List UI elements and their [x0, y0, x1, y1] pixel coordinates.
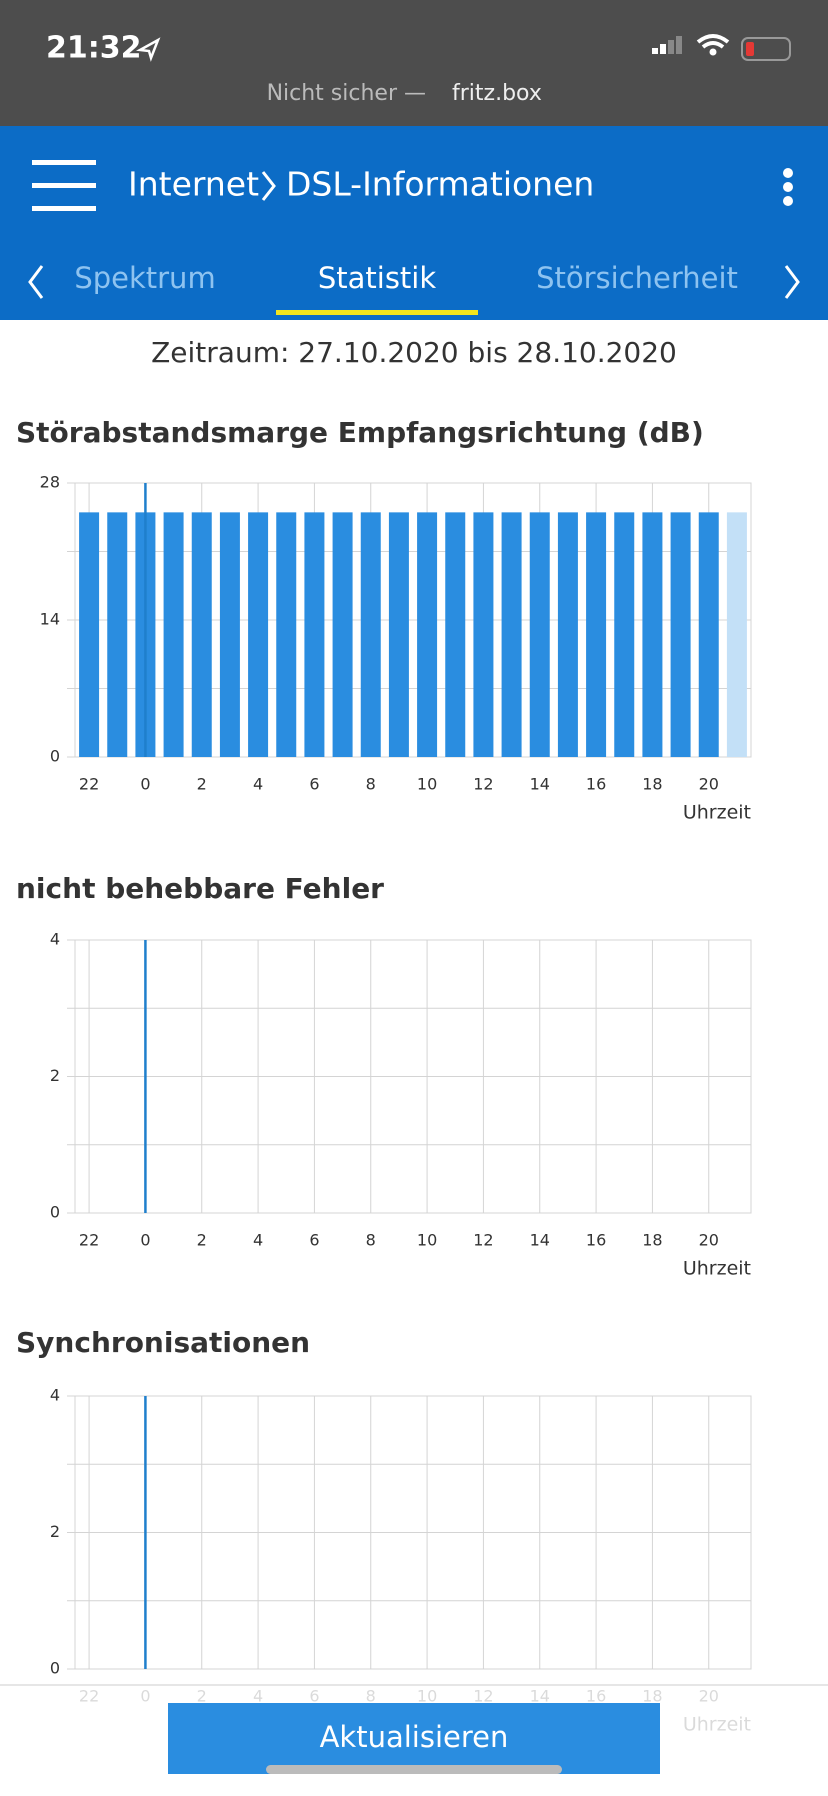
bar [79, 512, 100, 757]
bar [614, 512, 635, 757]
bar [163, 512, 184, 757]
url: fritz.box [452, 81, 542, 106]
refresh-button-label[interactable]: Aktualisieren [320, 1720, 509, 1754]
x-tick-label: 8 [366, 775, 376, 794]
x-tick-label: 22 [79, 775, 99, 794]
x-tick-label: 4 [253, 775, 263, 794]
bar [191, 512, 212, 757]
x-tick-label: 0 [140, 1231, 150, 1250]
bar [529, 512, 550, 757]
tab[interactable]: Störsicherheit [536, 261, 738, 295]
status-bar [0, 0, 828, 126]
x-tick-label: 10 [417, 775, 437, 794]
tab-prev[interactable] [28, 265, 44, 299]
bar [445, 512, 466, 757]
bar [332, 512, 353, 757]
menu-button[interactable] [32, 160, 96, 211]
y-tick-label: 0 [50, 1659, 60, 1678]
bar [304, 512, 325, 757]
x-tick-label: 14 [530, 775, 550, 794]
x-tick-label: 6 [309, 1231, 319, 1250]
period: Zeitraum: 27.10.2020 bis 28.10.2020 [151, 336, 677, 369]
tab[interactable]: Statistik [318, 261, 437, 295]
x-tick-label: 20 [699, 775, 719, 794]
breadcrumb-chevron [261, 171, 276, 201]
home-indicator [266, 1765, 562, 1774]
y-tick-label: 0 [50, 1203, 60, 1222]
breadcrumb-section[interactable]: Internet [128, 165, 259, 204]
bar [670, 512, 691, 757]
x-tick-label: 4 [253, 1231, 263, 1250]
tab-indicator [276, 310, 478, 315]
location-icon [135, 37, 161, 62]
x-tick-label: 8 [366, 1231, 376, 1250]
x-tick-label: 18 [642, 1231, 662, 1250]
wifi-dot [709, 48, 717, 56]
y-tick-label: 28 [40, 473, 60, 492]
bar [219, 512, 240, 757]
x-tick-label: 22 [79, 1231, 99, 1250]
tab-next[interactable] [784, 265, 800, 299]
x-tick-label: 16 [586, 775, 606, 794]
header [0, 126, 828, 320]
x-tick-label: 2 [197, 775, 207, 794]
x-tick-label: 6 [309, 775, 319, 794]
bar [388, 512, 409, 757]
x-tick-label: 2 [197, 1231, 207, 1250]
chart-title: nicht behebbare Fehler [16, 872, 384, 905]
x-tick-label: 14 [530, 1231, 550, 1250]
bar [417, 512, 438, 757]
bar [698, 512, 719, 757]
bar [248, 512, 269, 757]
x-tick-label: 10 [417, 1231, 437, 1250]
breadcrumb-page: DSL-Informationen [286, 165, 594, 204]
battery-level [746, 42, 754, 56]
y-tick-label: 14 [40, 610, 60, 629]
wifi-icon [696, 34, 730, 49]
y-tick-label: 2 [50, 1522, 60, 1541]
bar [107, 512, 128, 757]
battery-icon [741, 37, 791, 61]
chart-title: Synchronisationen [16, 1326, 310, 1359]
chart-title: Störabstandsmarge Empfangsrichtung (dB) [16, 416, 704, 449]
y-tick-label: 2 [50, 1066, 60, 1085]
bar [276, 512, 297, 757]
signal-icon [652, 36, 682, 54]
bar [557, 512, 578, 757]
bar [360, 512, 381, 757]
x-tick-label: 0 [140, 775, 150, 794]
x-tick-label: 12 [473, 1231, 493, 1250]
bar [473, 512, 494, 757]
x-axis-label: Uhrzeit [683, 1258, 751, 1280]
x-tick-label: 20 [699, 1231, 719, 1250]
bar [501, 512, 522, 757]
x-tick-label: 12 [473, 775, 493, 794]
x-tick-label: 18 [642, 775, 662, 794]
x-axis-label: Uhrzeit [683, 802, 751, 824]
more-button[interactable] [783, 168, 793, 206]
clock: 21:32 [46, 31, 142, 66]
bar [586, 512, 607, 757]
y-tick-label: 4 [50, 1386, 60, 1405]
x-tick-label: 16 [586, 1231, 606, 1250]
bar [726, 512, 747, 757]
y-tick-label: 4 [50, 930, 60, 949]
refresh-button[interactable] [168, 1703, 660, 1774]
security-label: Nicht sicher — [267, 81, 426, 106]
bar [642, 512, 663, 757]
tab[interactable]: Spektrum [74, 261, 215, 295]
y-tick-label: 0 [50, 747, 60, 766]
